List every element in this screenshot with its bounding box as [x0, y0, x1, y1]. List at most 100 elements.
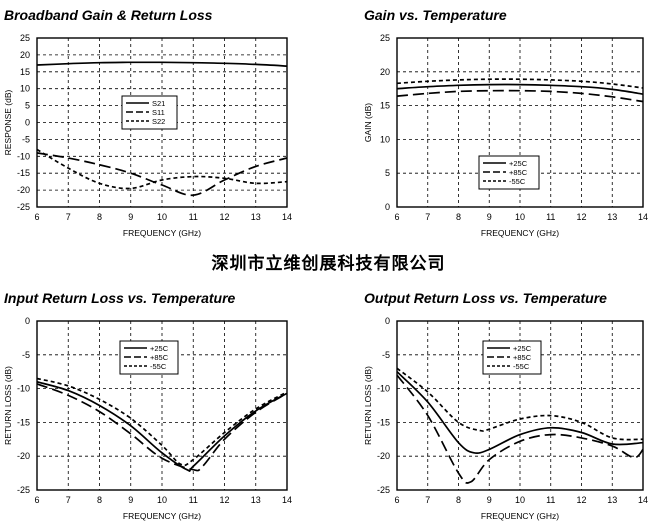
- x-tick-label: 11: [546, 495, 555, 505]
- series-line-55c: [396, 367, 644, 441]
- x-tick-label: 13: [607, 495, 617, 505]
- chart-title-output-rl: Output Return Loss vs. Temperature: [364, 290, 607, 306]
- x-axis-label: FREQUENCY (GHz): [123, 228, 201, 238]
- x-tick-label: 8: [456, 212, 461, 222]
- y-tick-label: -20: [17, 451, 30, 461]
- y-axis-label: RETURN LOSS (dB): [3, 366, 13, 445]
- series-line-55c: [396, 78, 644, 89]
- plot-frame: [396, 320, 644, 491]
- x-tick-label: 7: [66, 212, 71, 222]
- y-tick-label: 0: [385, 316, 390, 326]
- y-tick-label: -10: [17, 151, 30, 161]
- y-tick-label: -5: [22, 134, 30, 144]
- x-tick-label: 11: [189, 495, 198, 505]
- series-line-85c: [396, 374, 644, 484]
- legend-label: -55C: [150, 362, 167, 371]
- y-tick-label: 20: [380, 67, 390, 77]
- x-tick-label: 9: [128, 495, 133, 505]
- series-line-25c: [36, 380, 288, 472]
- y-tick-label: -20: [377, 451, 390, 461]
- x-tick-label: 6: [34, 212, 39, 222]
- y-tick-label: -25: [17, 485, 30, 495]
- plot-frame: [396, 37, 644, 208]
- x-tick-label: 11: [546, 212, 555, 222]
- legend-label: -55C: [509, 177, 526, 186]
- y-axis-label: RETURN LOSS (dB): [363, 366, 373, 445]
- chart-3: 6 7 8 9 10 11 12 13 14 0 -5 -10 -15 -20 -25 FREQUENCY (…: [363, 316, 648, 521]
- y-tick-label: 0: [385, 202, 390, 212]
- y-tick-label: 15: [380, 101, 390, 111]
- x-tick-label: 10: [157, 495, 167, 505]
- y-tick-label: 10: [20, 84, 30, 94]
- x-tick-label: 7: [425, 495, 430, 505]
- x-tick-label: 13: [251, 212, 261, 222]
- legend-label: +85C: [150, 353, 169, 362]
- y-tick-label: 15: [20, 67, 30, 77]
- x-tick-label: 9: [487, 212, 492, 222]
- y-tick-label: 5: [385, 168, 390, 178]
- y-tick-label: 5: [25, 101, 30, 111]
- x-tick-label: 10: [515, 212, 525, 222]
- x-tick-label: 14: [638, 212, 648, 222]
- plot-frame: [36, 320, 288, 491]
- y-tick-label: 0: [25, 316, 30, 326]
- series-line-55c: [36, 377, 288, 467]
- legend-box: [121, 95, 178, 130]
- y-tick-label: -20: [17, 185, 30, 195]
- y-tick-label: -15: [377, 417, 390, 427]
- x-tick-label: 8: [97, 212, 102, 222]
- x-tick-label: 14: [282, 212, 292, 222]
- y-tick-label: -10: [17, 384, 30, 394]
- chart-title-gain-temp: Gain vs. Temperature: [364, 7, 507, 23]
- legend-label: +25C: [150, 344, 169, 353]
- chart-0: 6 7 8 9 10 11 12 13 14 25 20 15 10 5 0 -5 -10 -15 -20 -25 FR…: [3, 33, 292, 238]
- x-tick-label: 10: [157, 212, 167, 222]
- y-tick-label: -15: [17, 168, 30, 178]
- x-axis-label: FREQUENCY (GHz): [481, 511, 559, 521]
- chart-title-input-rl: Input Return Loss vs. Temperature: [4, 290, 236, 306]
- y-axis-label: GAIN (dB): [363, 103, 373, 142]
- x-tick-label: 12: [219, 495, 229, 505]
- series-line-s21: [36, 61, 288, 67]
- plot-frame: [36, 37, 288, 208]
- x-tick-label: 7: [425, 212, 430, 222]
- legend-label: +25C: [513, 344, 532, 353]
- watermark-text: 深圳市立维创展科技有限公司: [211, 254, 446, 274]
- series-line-s11: [36, 152, 288, 197]
- legend-label: +85C: [513, 353, 532, 362]
- y-tick-label: 0: [25, 118, 30, 128]
- y-tick-label: -5: [22, 350, 30, 360]
- legend-label: -55C: [513, 362, 530, 371]
- x-tick-label: 10: [515, 495, 525, 505]
- x-tick-label: 14: [282, 495, 292, 505]
- y-tick-label: -15: [17, 417, 30, 427]
- x-tick-label: 7: [66, 495, 71, 505]
- x-tick-label: 9: [128, 212, 133, 222]
- y-tick-label: -5: [382, 350, 390, 360]
- legend-label: S11: [152, 108, 165, 117]
- series-line-25c: [396, 83, 644, 95]
- x-tick-label: 12: [219, 212, 229, 222]
- x-tick-label: 12: [576, 212, 586, 222]
- series-line-25c: [396, 371, 644, 455]
- x-tick-label: 8: [97, 495, 102, 505]
- chart-1: 6 7 8 9 10 11 12 13 14 25 20 15 10 5 0 FREQUENCY (GHz) G…: [363, 33, 648, 238]
- series-line-85c: [36, 383, 288, 472]
- y-tick-label: -25: [17, 202, 30, 212]
- y-tick-label: 20: [20, 50, 30, 60]
- series-line-s22: [36, 148, 288, 190]
- x-axis-label: FREQUENCY (GHz): [123, 511, 201, 521]
- x-tick-label: 6: [394, 212, 399, 222]
- y-tick-label: 25: [20, 33, 30, 43]
- x-tick-label: 9: [487, 495, 492, 505]
- x-axis-label: FREQUENCY (GHz): [481, 228, 559, 238]
- y-axis-label: RESPONSE (dB): [3, 90, 13, 156]
- chart-title-broadband: Broadband Gain & Return Loss: [4, 7, 213, 23]
- x-tick-label: 13: [251, 495, 261, 505]
- x-tick-label: 11: [189, 212, 198, 222]
- legend-label: +25C: [509, 159, 528, 168]
- legend-label: +85C: [509, 168, 528, 177]
- chart-2: 6 7 8 9 10 11 12 13 14 0 -5 -10 -15 -20 -25 FREQUENCY (…: [3, 316, 292, 521]
- x-tick-label: 8: [456, 495, 461, 505]
